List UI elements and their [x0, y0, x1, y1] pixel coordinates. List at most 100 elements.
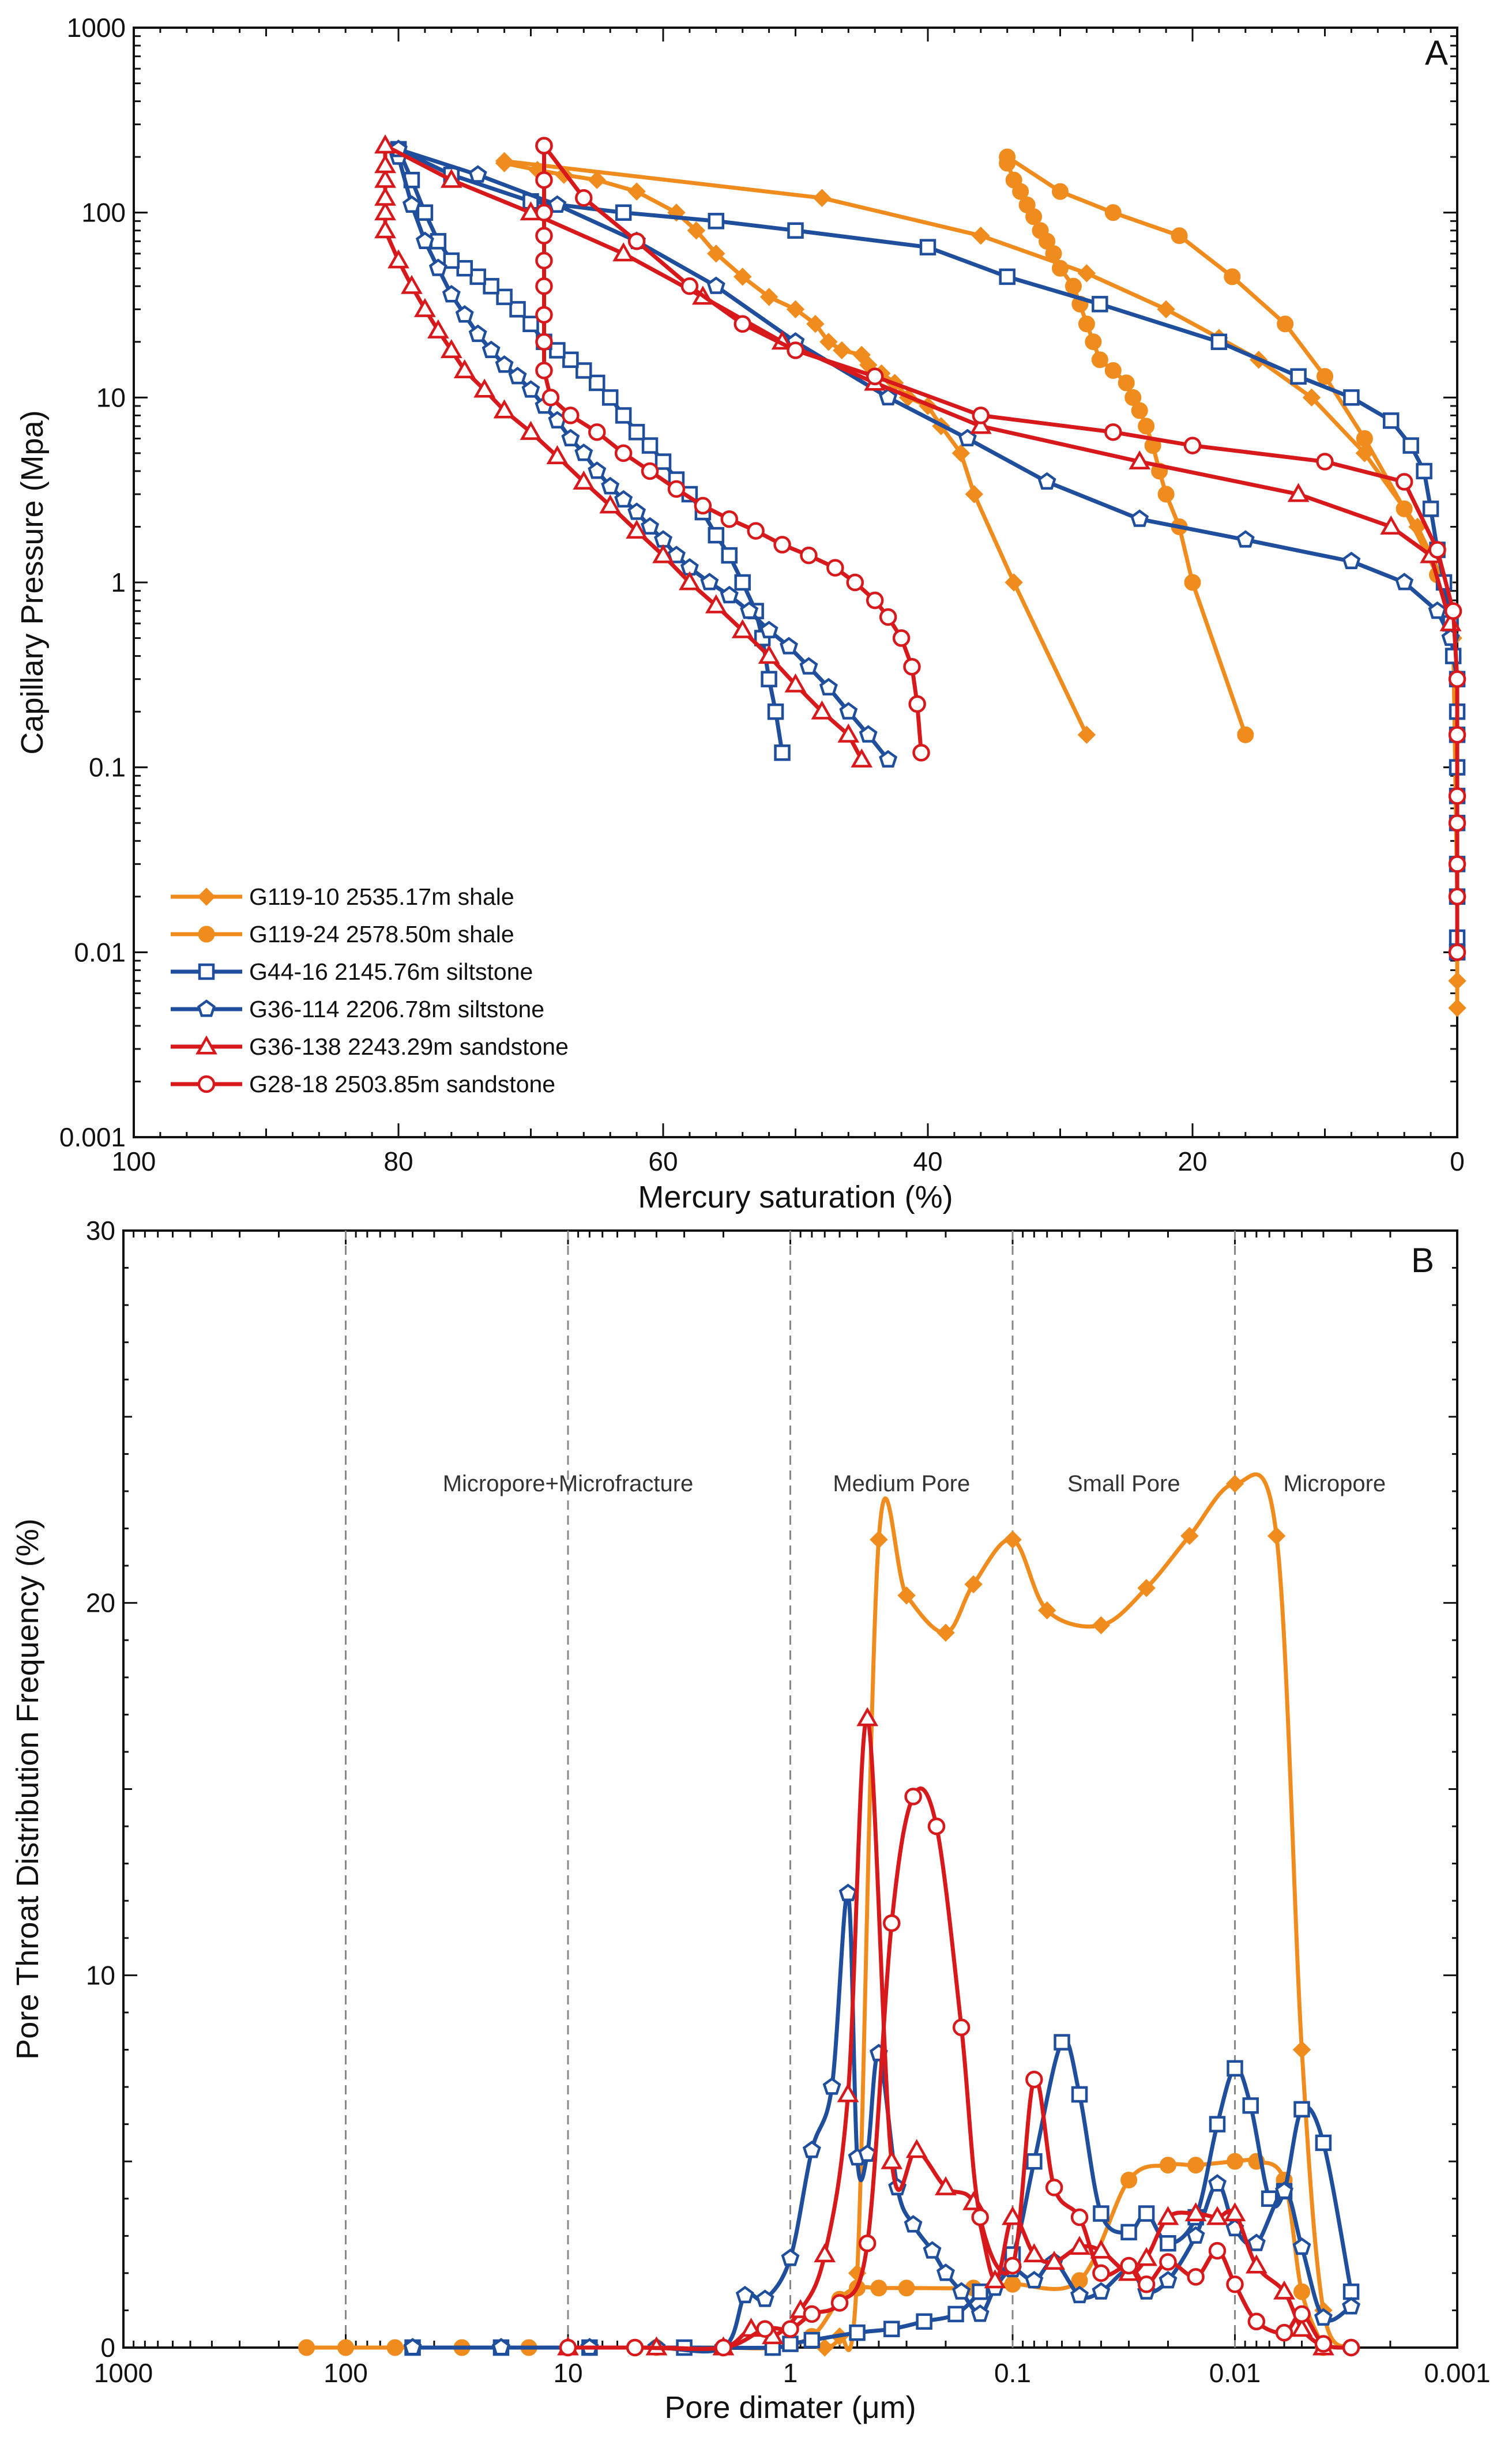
data-point	[972, 227, 990, 245]
data-point	[1093, 2205, 1109, 2222]
data-point	[806, 315, 825, 333]
y-tick-label: 100	[81, 198, 126, 228]
data-point	[881, 2150, 903, 2169]
data-point	[1342, 2338, 1360, 2357]
data-point	[1383, 412, 1400, 429]
y-tick-label: 0.01	[74, 937, 126, 967]
x-tick-label: 60	[648, 1146, 678, 1176]
data-point	[1157, 2206, 1179, 2225]
data-point	[493, 399, 516, 419]
data-point	[984, 2269, 1006, 2289]
data-point	[1317, 368, 1333, 385]
series-a-g28-18-2503-85m-sandstone	[535, 137, 930, 762]
data-point	[999, 148, 1016, 166]
data-point	[969, 415, 992, 434]
data-point	[1428, 601, 1447, 619]
data-point	[1070, 2285, 1089, 2304]
data-point	[1025, 2271, 1044, 2289]
data-point	[870, 1530, 888, 1549]
data-point	[1287, 483, 1310, 502]
data-point	[614, 444, 633, 462]
data-point	[720, 585, 739, 604]
data-point	[1293, 2101, 1310, 2118]
data-point	[641, 517, 660, 535]
data-point	[774, 744, 791, 761]
data-point	[822, 2077, 841, 2095]
data-point	[782, 2335, 799, 2352]
data-point	[601, 476, 620, 495]
data-point	[1428, 541, 1446, 559]
data-point	[415, 231, 434, 249]
data-point	[759, 288, 778, 306]
x-tick-label: 20	[1178, 1146, 1207, 1176]
y-tick-label: 20	[86, 1588, 115, 1618]
data-point	[1104, 362, 1122, 379]
data-point	[1186, 2226, 1205, 2244]
data-point	[1038, 1601, 1056, 1620]
data-point	[1273, 2280, 1295, 2300]
data-point	[912, 744, 930, 762]
data-point	[731, 619, 754, 638]
data-point	[958, 428, 977, 447]
data-point	[1037, 472, 1056, 490]
data-point	[1444, 602, 1462, 620]
x-tick-label: 0	[1450, 1146, 1465, 1176]
data-point	[562, 351, 579, 368]
data-point	[1184, 2202, 1207, 2222]
data-point	[1004, 2275, 1021, 2293]
series-a-g119-24-2578-50m-shale	[999, 155, 1254, 743]
data-point	[374, 134, 396, 154]
data-point	[866, 367, 884, 386]
data-point	[964, 1575, 983, 1594]
data-point	[1003, 1530, 1022, 1549]
data-point	[626, 2338, 644, 2357]
data-point	[574, 443, 593, 461]
data-point	[535, 277, 553, 295]
data-point	[1275, 2182, 1293, 2199]
data-point	[1077, 264, 1096, 283]
data-point	[1091, 351, 1108, 368]
data-point	[838, 1883, 857, 1901]
y-tick-label: 0.001	[59, 1122, 126, 1152]
data-point	[811, 700, 833, 720]
data-point	[1292, 2040, 1311, 2059]
data-point	[1448, 787, 1466, 805]
data-point	[858, 2234, 877, 2252]
data-point	[1003, 2256, 1022, 2275]
data-point	[870, 2280, 887, 2297]
data-point	[972, 407, 990, 424]
data-point	[819, 333, 838, 351]
data-point	[1316, 453, 1334, 471]
x-tick-label: 0.01	[1209, 2358, 1261, 2388]
data-point	[1045, 2179, 1063, 2196]
data-point	[859, 725, 878, 743]
y-tick-label: 0.1	[89, 753, 126, 783]
data-point	[787, 222, 804, 239]
data-point	[601, 389, 619, 406]
data-point	[856, 1707, 879, 1727]
data-point	[535, 306, 553, 324]
data-point	[337, 2339, 354, 2356]
data-point	[1137, 1579, 1156, 1597]
region-label: Small Pore	[1067, 1471, 1180, 1496]
data-point	[706, 276, 725, 294]
data-point	[903, 657, 921, 676]
series-line	[823, 1472, 1353, 2352]
data-point	[1092, 1616, 1111, 1635]
data-point	[416, 204, 434, 221]
data-point	[852, 345, 871, 364]
data-point	[767, 703, 784, 720]
data-point	[826, 559, 844, 577]
x-tick-label: 100	[112, 1146, 156, 1176]
data-point	[936, 1623, 955, 1642]
data-point	[1402, 437, 1419, 454]
series-line	[542, 145, 923, 753]
data-point	[1124, 389, 1142, 406]
data-point	[1380, 515, 1402, 535]
data-point	[892, 629, 911, 647]
data-point	[374, 186, 396, 206]
data-point	[708, 213, 725, 230]
data-point	[803, 2331, 821, 2349]
data-point	[1227, 2153, 1243, 2170]
